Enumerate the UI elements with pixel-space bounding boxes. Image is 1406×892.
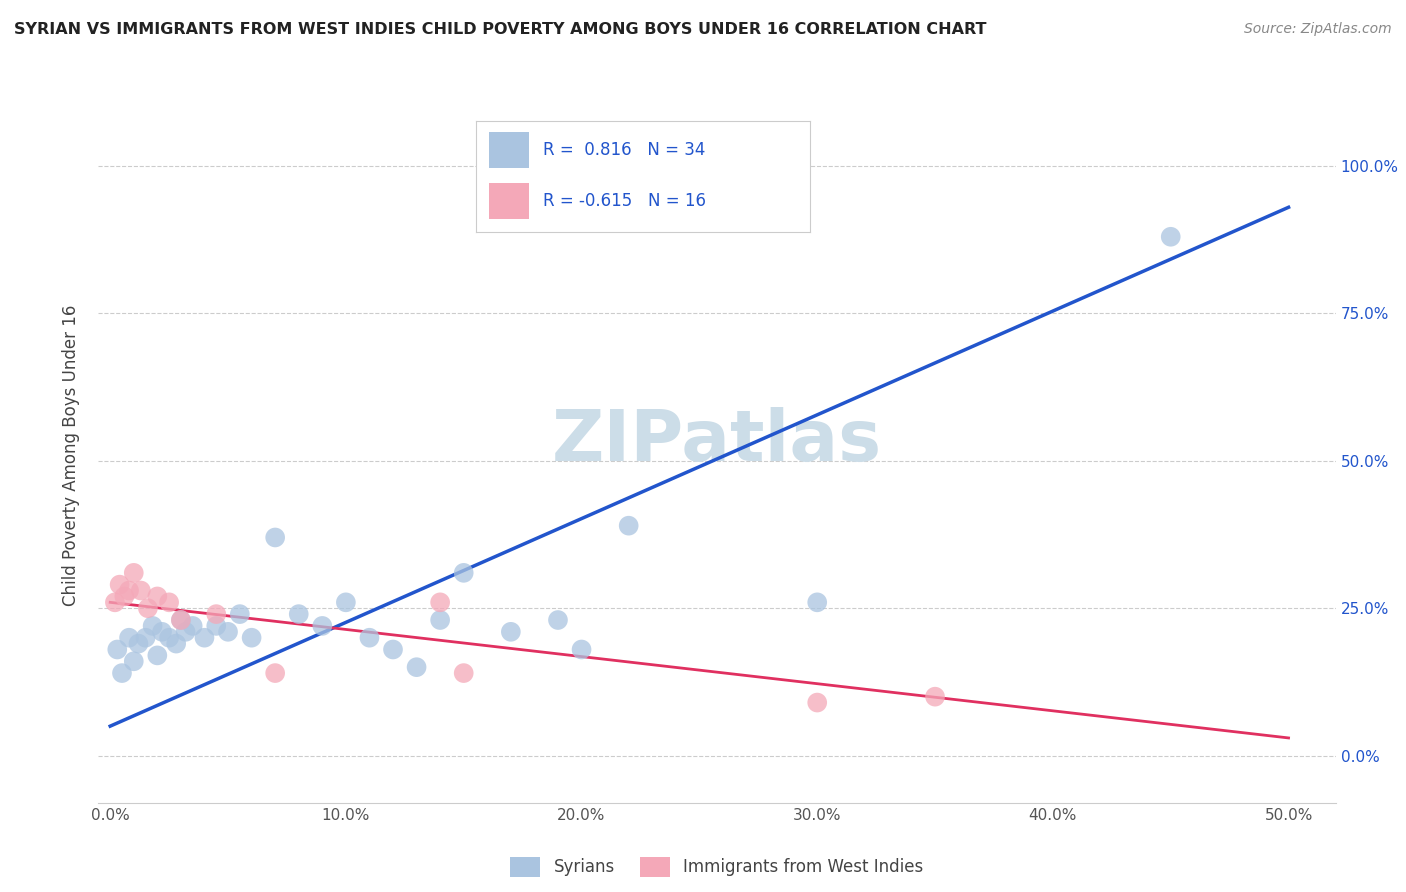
Point xyxy=(264,531,287,545)
Point xyxy=(806,696,828,710)
Point xyxy=(108,577,131,591)
Text: ZIPatlas: ZIPatlas xyxy=(553,407,882,475)
Point xyxy=(136,601,159,615)
Point xyxy=(617,518,640,533)
Point xyxy=(429,613,451,627)
Point xyxy=(170,613,193,627)
Point xyxy=(287,607,309,621)
Point xyxy=(146,648,169,663)
Point xyxy=(924,690,946,704)
Point xyxy=(806,595,828,609)
Point xyxy=(311,619,333,633)
Point xyxy=(229,607,252,621)
Point xyxy=(453,566,475,580)
Point xyxy=(135,631,157,645)
Point xyxy=(127,637,149,651)
Point xyxy=(122,566,145,580)
Point xyxy=(453,666,475,681)
Point xyxy=(111,666,134,681)
Legend: Syrians, Immigrants from West Indies: Syrians, Immigrants from West Indies xyxy=(502,849,932,885)
Point xyxy=(112,590,135,604)
Point xyxy=(335,595,357,609)
Point xyxy=(429,595,451,609)
Point xyxy=(118,583,141,598)
Point xyxy=(104,595,127,609)
Point xyxy=(142,619,165,633)
Point xyxy=(205,607,228,621)
Point xyxy=(205,619,228,633)
Point xyxy=(382,642,405,657)
Point xyxy=(217,624,239,639)
Point xyxy=(547,613,569,627)
Point xyxy=(157,631,180,645)
Point xyxy=(150,624,173,639)
Point xyxy=(105,642,128,657)
Point xyxy=(129,583,152,598)
Point xyxy=(157,595,180,609)
Text: Source: ZipAtlas.com: Source: ZipAtlas.com xyxy=(1244,22,1392,37)
Point xyxy=(165,637,187,651)
Y-axis label: Child Poverty Among Boys Under 16: Child Poverty Among Boys Under 16 xyxy=(62,304,80,606)
Point xyxy=(122,654,145,668)
Text: SYRIAN VS IMMIGRANTS FROM WEST INDIES CHILD POVERTY AMONG BOYS UNDER 16 CORRELAT: SYRIAN VS IMMIGRANTS FROM WEST INDIES CH… xyxy=(14,22,987,37)
Point xyxy=(499,624,522,639)
Point xyxy=(571,642,593,657)
Point xyxy=(264,666,287,681)
Point xyxy=(118,631,141,645)
Point xyxy=(240,631,263,645)
Point xyxy=(193,631,215,645)
Point xyxy=(405,660,427,674)
Point xyxy=(1160,229,1182,244)
Point xyxy=(359,631,381,645)
Point xyxy=(170,613,193,627)
Point xyxy=(146,590,169,604)
Point xyxy=(181,619,204,633)
Point xyxy=(174,624,197,639)
